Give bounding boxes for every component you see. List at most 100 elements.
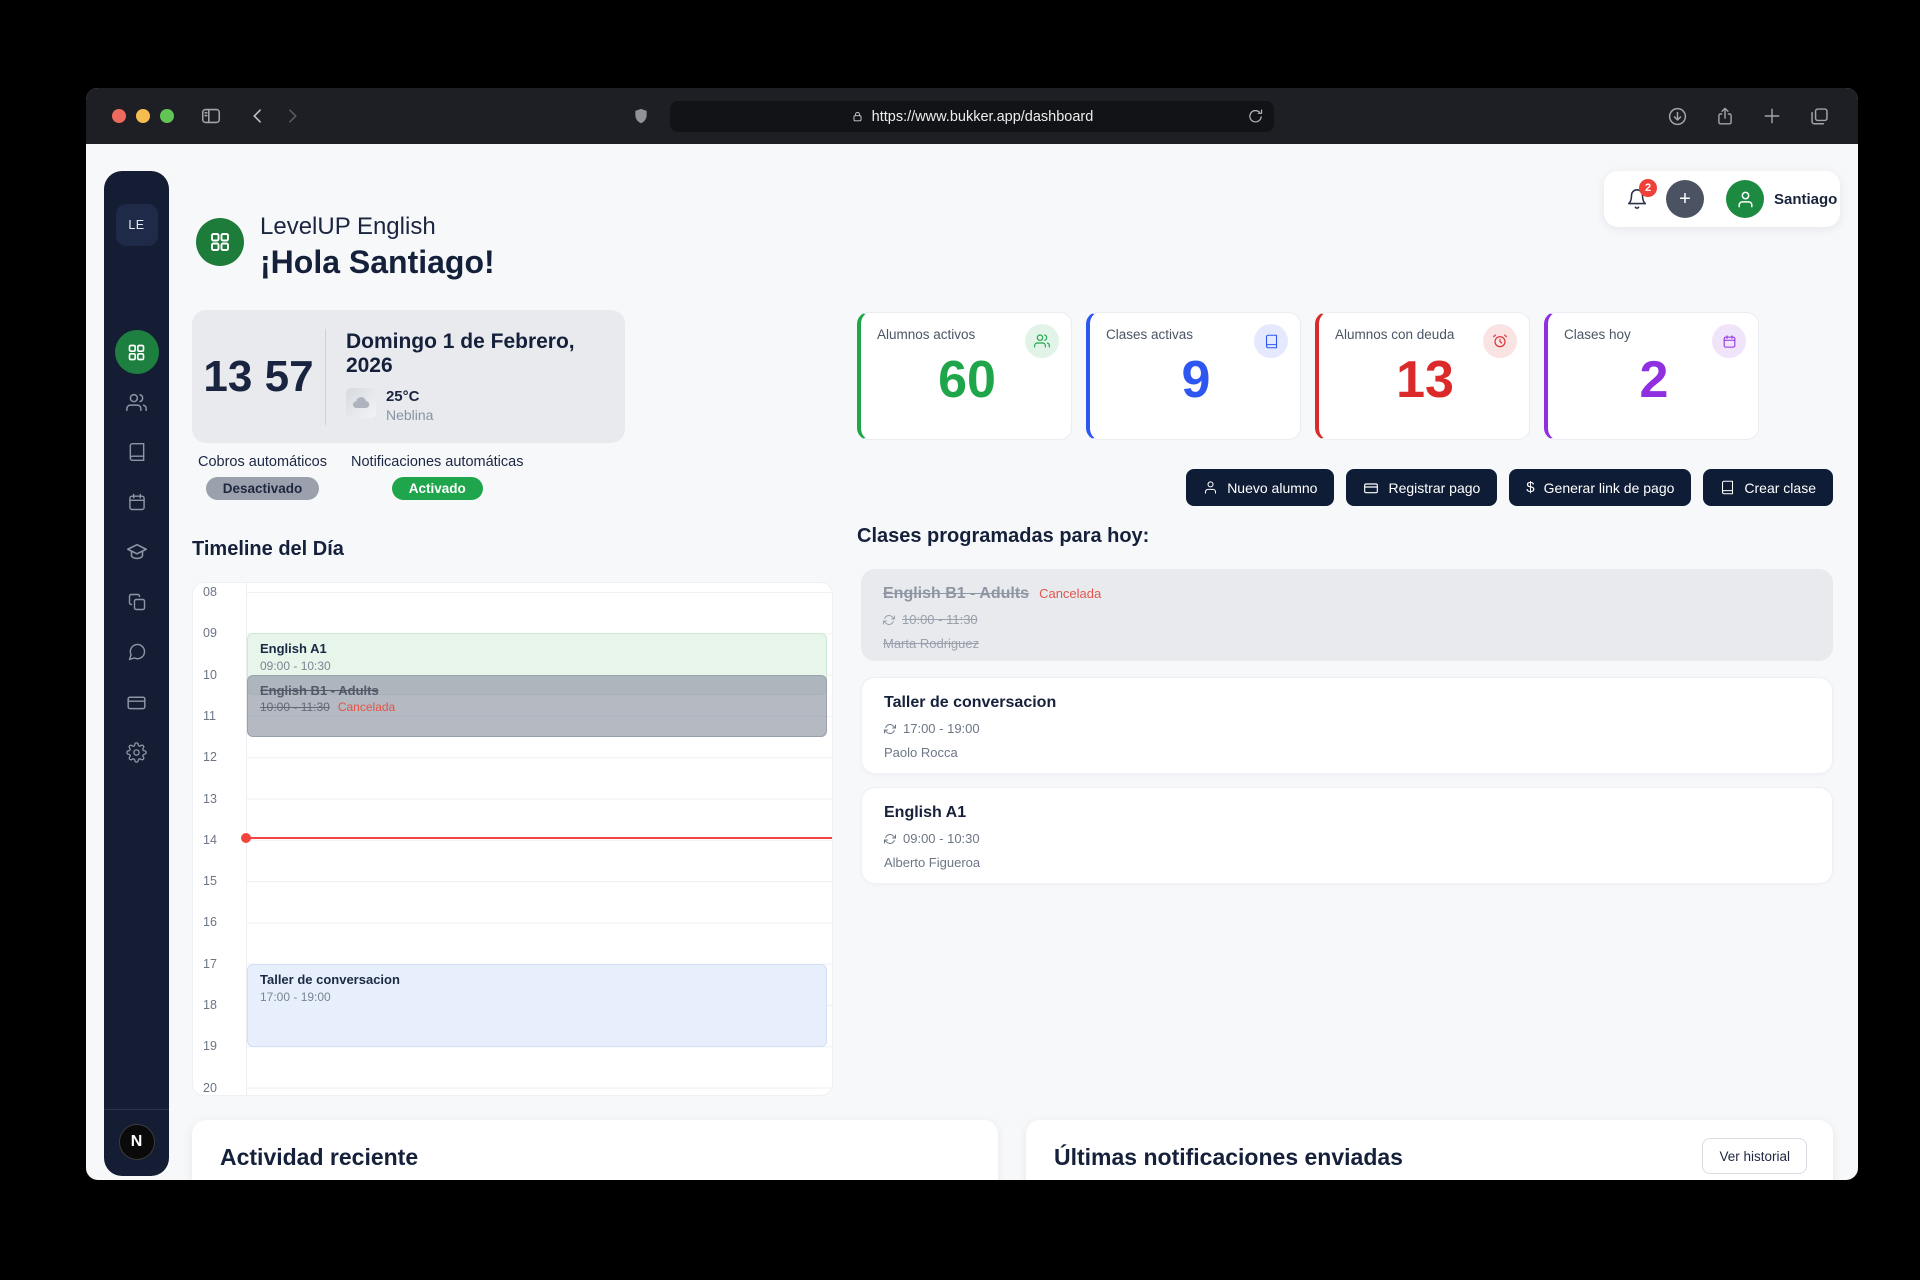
hour-label: 14 [203, 833, 217, 847]
wallet-icon [1363, 480, 1379, 496]
forward-button[interactable] [282, 106, 302, 126]
traffic-lights [112, 109, 174, 123]
school-name: LevelUP English [260, 213, 436, 240]
hour-label: 09 [203, 626, 217, 640]
sidebar-item-dashboard[interactable] [114, 330, 159, 374]
clock-time: 13 57 [203, 351, 314, 401]
recurring-icon [883, 614, 895, 626]
sidebar-item-calendar[interactable] [115, 480, 159, 524]
avatar[interactable] [1726, 180, 1764, 218]
hour-label: 19 [203, 1039, 217, 1053]
recurring-icon [884, 723, 896, 735]
cancelled-badge: Cancelada [1039, 586, 1102, 601]
address-bar[interactable]: https://www.bukker.app/dashboard [670, 101, 1274, 132]
sidebar-item-payments[interactable] [115, 680, 159, 724]
minimize-window-button[interactable] [136, 109, 150, 123]
weather-condition-label: Neblina [385, 407, 434, 423]
teacher-name: Marta Rodriguez [883, 636, 980, 651]
register-payment-button[interactable]: Registrar pago [1346, 469, 1498, 506]
timeline-event-taller[interactable]: Taller de conversacion 17:00 - 19:00 [247, 964, 827, 1047]
tab-overview-icon[interactable] [1809, 106, 1830, 127]
hour-label: 15 [203, 874, 217, 888]
sidebar-item-settings[interactable] [115, 730, 159, 774]
sent-notifications-panel: Últimas notificaciones enviadas Ver hist… [1026, 1120, 1833, 1180]
weather-icon [345, 388, 376, 418]
sent-notifications-title: Últimas notificaciones enviadas [1054, 1144, 1403, 1170]
timeline-panel: 08 09 10 11 12 13 14 15 16 17 18 19 20 E… [192, 582, 833, 1096]
stat-value: 60 [938, 351, 996, 409]
recent-activity-title: Actividad reciente [220, 1144, 419, 1170]
stat-label: Clases activas [1106, 327, 1194, 342]
class-card-taller[interactable]: Taller de conversacion 17:00 - 19:00 Pao… [861, 677, 1833, 774]
downloads-icon[interactable] [1667, 106, 1688, 127]
dollar-icon: $ [1526, 479, 1535, 496]
hour-label: 13 [203, 792, 217, 806]
date-label: Domingo 1 de Febrero, 2026 [345, 330, 575, 377]
hour-label: 20 [203, 1081, 217, 1095]
back-button[interactable] [248, 106, 268, 126]
privacy-shield-icon[interactable] [632, 105, 650, 127]
page-greeting: ¡Hola Santiago! [260, 244, 495, 280]
sidebar-divider [104, 1109, 169, 1110]
teacher-name: Paolo Rocca [884, 745, 958, 760]
view-history-button[interactable]: Ver historial [1702, 1138, 1807, 1174]
clock-divider [324, 328, 326, 425]
stats-row: Alumnos activos 60 Clases activas 9 Alum… [857, 312, 1759, 440]
teacher-name: Alberto Figueroa [884, 855, 981, 870]
stat-value: 13 [1396, 351, 1454, 409]
close-window-button[interactable] [112, 109, 126, 123]
builder-logo[interactable]: N [118, 1124, 155, 1160]
sidebar-item-classes[interactable] [115, 430, 159, 474]
sidebar-item-courses[interactable] [115, 530, 159, 574]
stat-card-classes-today: Clases hoy 2 [1544, 312, 1759, 440]
class-card-cancelled[interactable]: English B1 - Adults Cancelada 10:00 - 11:… [861, 569, 1833, 661]
book-icon [1254, 324, 1288, 358]
quick-actions: Nuevo alumno Registrar pago $ Generar li… [1186, 469, 1833, 506]
recurring-icon [884, 833, 896, 845]
notifications-button[interactable]: 2 [1626, 179, 1657, 210]
lock-icon [851, 109, 864, 124]
auto-notifications-toggle: Notificaciones automáticas Activado [351, 454, 523, 500]
schedule-title: Clases programadas para hoy: [857, 525, 1150, 547]
sidebar-item-documents[interactable] [115, 580, 159, 624]
share-icon[interactable] [1715, 106, 1735, 127]
book-icon [1720, 480, 1735, 495]
generate-payment-link-button[interactable]: $ Generar link de pago [1509, 469, 1692, 506]
class-card-english-a1[interactable]: English A1 09:00 - 10:30 Alberto Figuero… [861, 787, 1833, 884]
notification-count-badge: 2 [1639, 179, 1657, 197]
sidebar-toggle-icon[interactable] [200, 105, 222, 127]
reload-icon[interactable] [1247, 108, 1264, 125]
recent-activity-panel: Actividad reciente [192, 1120, 998, 1180]
clock-card: 13 57 Domingo 1 de Febrero, 2026 25°C Ne… [192, 310, 625, 443]
zoom-window-button[interactable] [160, 109, 174, 123]
auto-billing-status[interactable]: Desactivado [205, 477, 320, 500]
stat-label: Alumnos activos [877, 327, 976, 342]
quick-add-button[interactable]: + [1666, 180, 1704, 218]
bell-icon [1626, 188, 1648, 210]
sidebar-item-students[interactable] [115, 380, 159, 424]
stat-value: 9 [1181, 351, 1211, 409]
current-time-dot [241, 833, 251, 843]
new-student-button[interactable]: Nuevo alumno [1186, 469, 1335, 506]
new-tab-icon[interactable] [1762, 106, 1782, 126]
temperature-label: 25°C [385, 388, 420, 405]
url-text[interactable]: https://www.bukker.app/dashboard [871, 108, 1094, 125]
create-class-button[interactable]: Crear clase [1703, 469, 1833, 506]
stat-card-active-students: Alumnos activos 60 [857, 312, 1072, 440]
hour-label: 16 [203, 915, 217, 929]
auto-billing-label: Cobros automáticos [198, 454, 327, 470]
stat-label: Alumnos con deuda [1335, 327, 1455, 342]
timeline-event-english-b1-cancelled[interactable]: English B1 - Adults 10:00 - 11:30 Cancela… [247, 675, 827, 737]
users-icon [126, 392, 147, 413]
browser-titlebar: https://www.bukker.app/dashboard [86, 88, 1858, 144]
calendar-icon [127, 492, 147, 512]
graduation-cap-icon [126, 541, 148, 563]
school-logo [196, 218, 244, 266]
hour-label: 17 [203, 957, 217, 971]
hour-label: 18 [203, 998, 217, 1012]
stat-label: Clases hoy [1564, 327, 1631, 342]
sidebar-item-messages[interactable] [115, 630, 159, 674]
chat-icon [127, 642, 147, 662]
auto-notifications-status[interactable]: Activado [391, 477, 483, 500]
hour-label: 10 [203, 668, 217, 682]
